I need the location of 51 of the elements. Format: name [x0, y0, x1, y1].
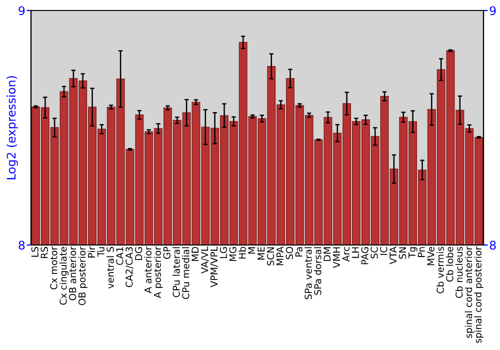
x-tick-label: SPa dorsal [314, 247, 322, 295]
x-tick-label: LS [31, 246, 38, 257]
x-tick-label: Cx motor [50, 246, 58, 290]
x-tick-label: Arc [342, 246, 350, 262]
x-tick-label: Cb lobe [446, 246, 454, 282]
x-tick-label: ME [258, 246, 265, 260]
x-tick-label: Cb nucleus [455, 246, 463, 298]
x-tick-label: spinal cord posterior [474, 246, 484, 343]
x-tick-label: MVe [427, 246, 434, 266]
x-tick-label: CPu medial [182, 247, 190, 300]
x-tick-label: SC [370, 246, 378, 258]
x-tick-label: M [248, 247, 256, 254]
x-tick-label: SN [398, 247, 406, 259]
x-tick-label: CA1 [116, 247, 124, 265]
x-tick-label: GP [163, 246, 170, 259]
x-tick-label: VPM/VPL [210, 246, 218, 288]
x-tick-label: Pir [88, 246, 95, 258]
x-tick-label: MPA [276, 246, 284, 266]
x-tick-label: Cx cingulate [59, 246, 69, 305]
x-tick-label: DG [135, 247, 142, 260]
x-tick-label: SCN [266, 247, 274, 266]
y2-tick-label: 8 [490, 240, 496, 250]
x-tick-label: OB posterior [78, 246, 88, 306]
x-tick-label: IC [380, 246, 388, 255]
y2-tick-label: 9 [490, 6, 496, 16]
x-tick-label: CPu lateral [172, 247, 180, 298]
x-tick-label: A posterior [154, 246, 163, 298]
x-tick-label: LH [352, 247, 359, 258]
x-tick-label: OB anterior [68, 246, 76, 300]
x-tick-label: RS [40, 246, 48, 258]
x-tick-label: Cb vermis [436, 246, 444, 294]
x-tick-label: Tg [408, 247, 418, 258]
x-tick-label: A anterior [144, 246, 152, 294]
x-tick-label: spinal cord anterior [464, 246, 474, 338]
x-tick-label: VMH [333, 247, 340, 268]
x-tick-label: MG [229, 247, 236, 261]
x-tick-label: Pa [295, 247, 302, 257]
x-tick-label: VA/VL [201, 246, 209, 274]
x-tick-label: SPa ventral [304, 247, 312, 300]
y-axis-title: Log2 (expression) [6, 76, 18, 180]
x-tick-label: ventral S [106, 246, 114, 288]
x-tick-label: PAG [361, 247, 368, 264]
x-tick-label: Pn [418, 247, 425, 257]
x-tick-label: MD [192, 246, 199, 261]
x-tick-label: DM [324, 247, 331, 261]
x-tick-label: SO [286, 246, 293, 260]
x-tick-label: Hb [238, 246, 246, 259]
x-tick-label: Tu [97, 247, 104, 257]
x-tick-label: LG [220, 247, 227, 258]
x-tick-label: CA2/CA3 [126, 247, 134, 288]
x-tick-label: VTA [390, 246, 397, 264]
